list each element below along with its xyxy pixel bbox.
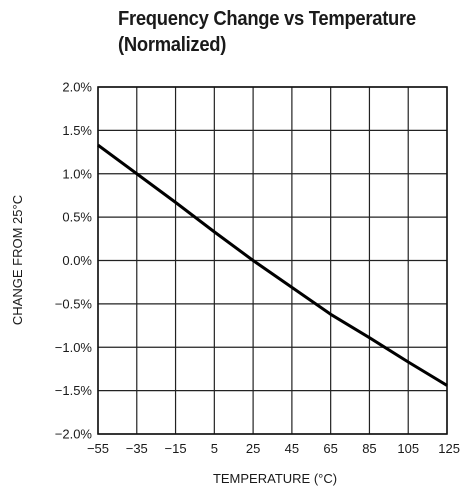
y-tick-label: −2.0% xyxy=(55,427,93,442)
y-tick-label: 1.5% xyxy=(62,123,92,138)
x-tick-labels: −55 −35 −15 5 25 45 65 85 105 125 xyxy=(87,441,460,456)
plot-border xyxy=(97,86,448,435)
x-tick-label: 125 xyxy=(438,441,460,456)
grid-lines xyxy=(97,86,448,435)
x-tick-label: 105 xyxy=(397,441,419,456)
y-tick-label: 0.0% xyxy=(62,253,92,268)
y-tick-label: 2.0% xyxy=(62,80,92,95)
x-tick-label: 5 xyxy=(211,441,218,456)
chart-title-line1: Frequency Change vs Temperature xyxy=(118,8,416,30)
chart-title-line2: (Normalized) xyxy=(118,34,227,56)
x-axis-label: TEMPERATURE (°C) xyxy=(213,471,337,486)
series-line xyxy=(97,143,448,387)
plot-frame xyxy=(97,86,448,435)
x-tick-label: 45 xyxy=(285,441,299,456)
x-tick-label: 85 xyxy=(362,441,376,456)
x-tick-label: 65 xyxy=(323,441,337,456)
chart-title: Frequency Change vs Temperature (Normali… xyxy=(118,6,431,58)
x-tick-label: −15 xyxy=(165,441,187,456)
y-tick-label: 1.0% xyxy=(62,166,92,181)
x-tick-label: 25 xyxy=(246,441,260,456)
x-tick-label: −55 xyxy=(87,441,109,456)
y-tick-label: −1.5% xyxy=(55,383,93,398)
y-tick-label: −0.5% xyxy=(55,296,93,311)
y-axis-label: CHANGE FROM 25°C xyxy=(10,195,25,325)
y-tick-label: 0.5% xyxy=(62,210,92,225)
x-tick-label: −35 xyxy=(126,441,148,456)
y-tick-label: −1.0% xyxy=(55,340,93,355)
y-tick-labels: 2.0% 1.5% 1.0% 0.5% 0.0% −0.5% −1.0% −1.5% −2.0% xyxy=(55,80,93,442)
data-series xyxy=(97,143,448,387)
